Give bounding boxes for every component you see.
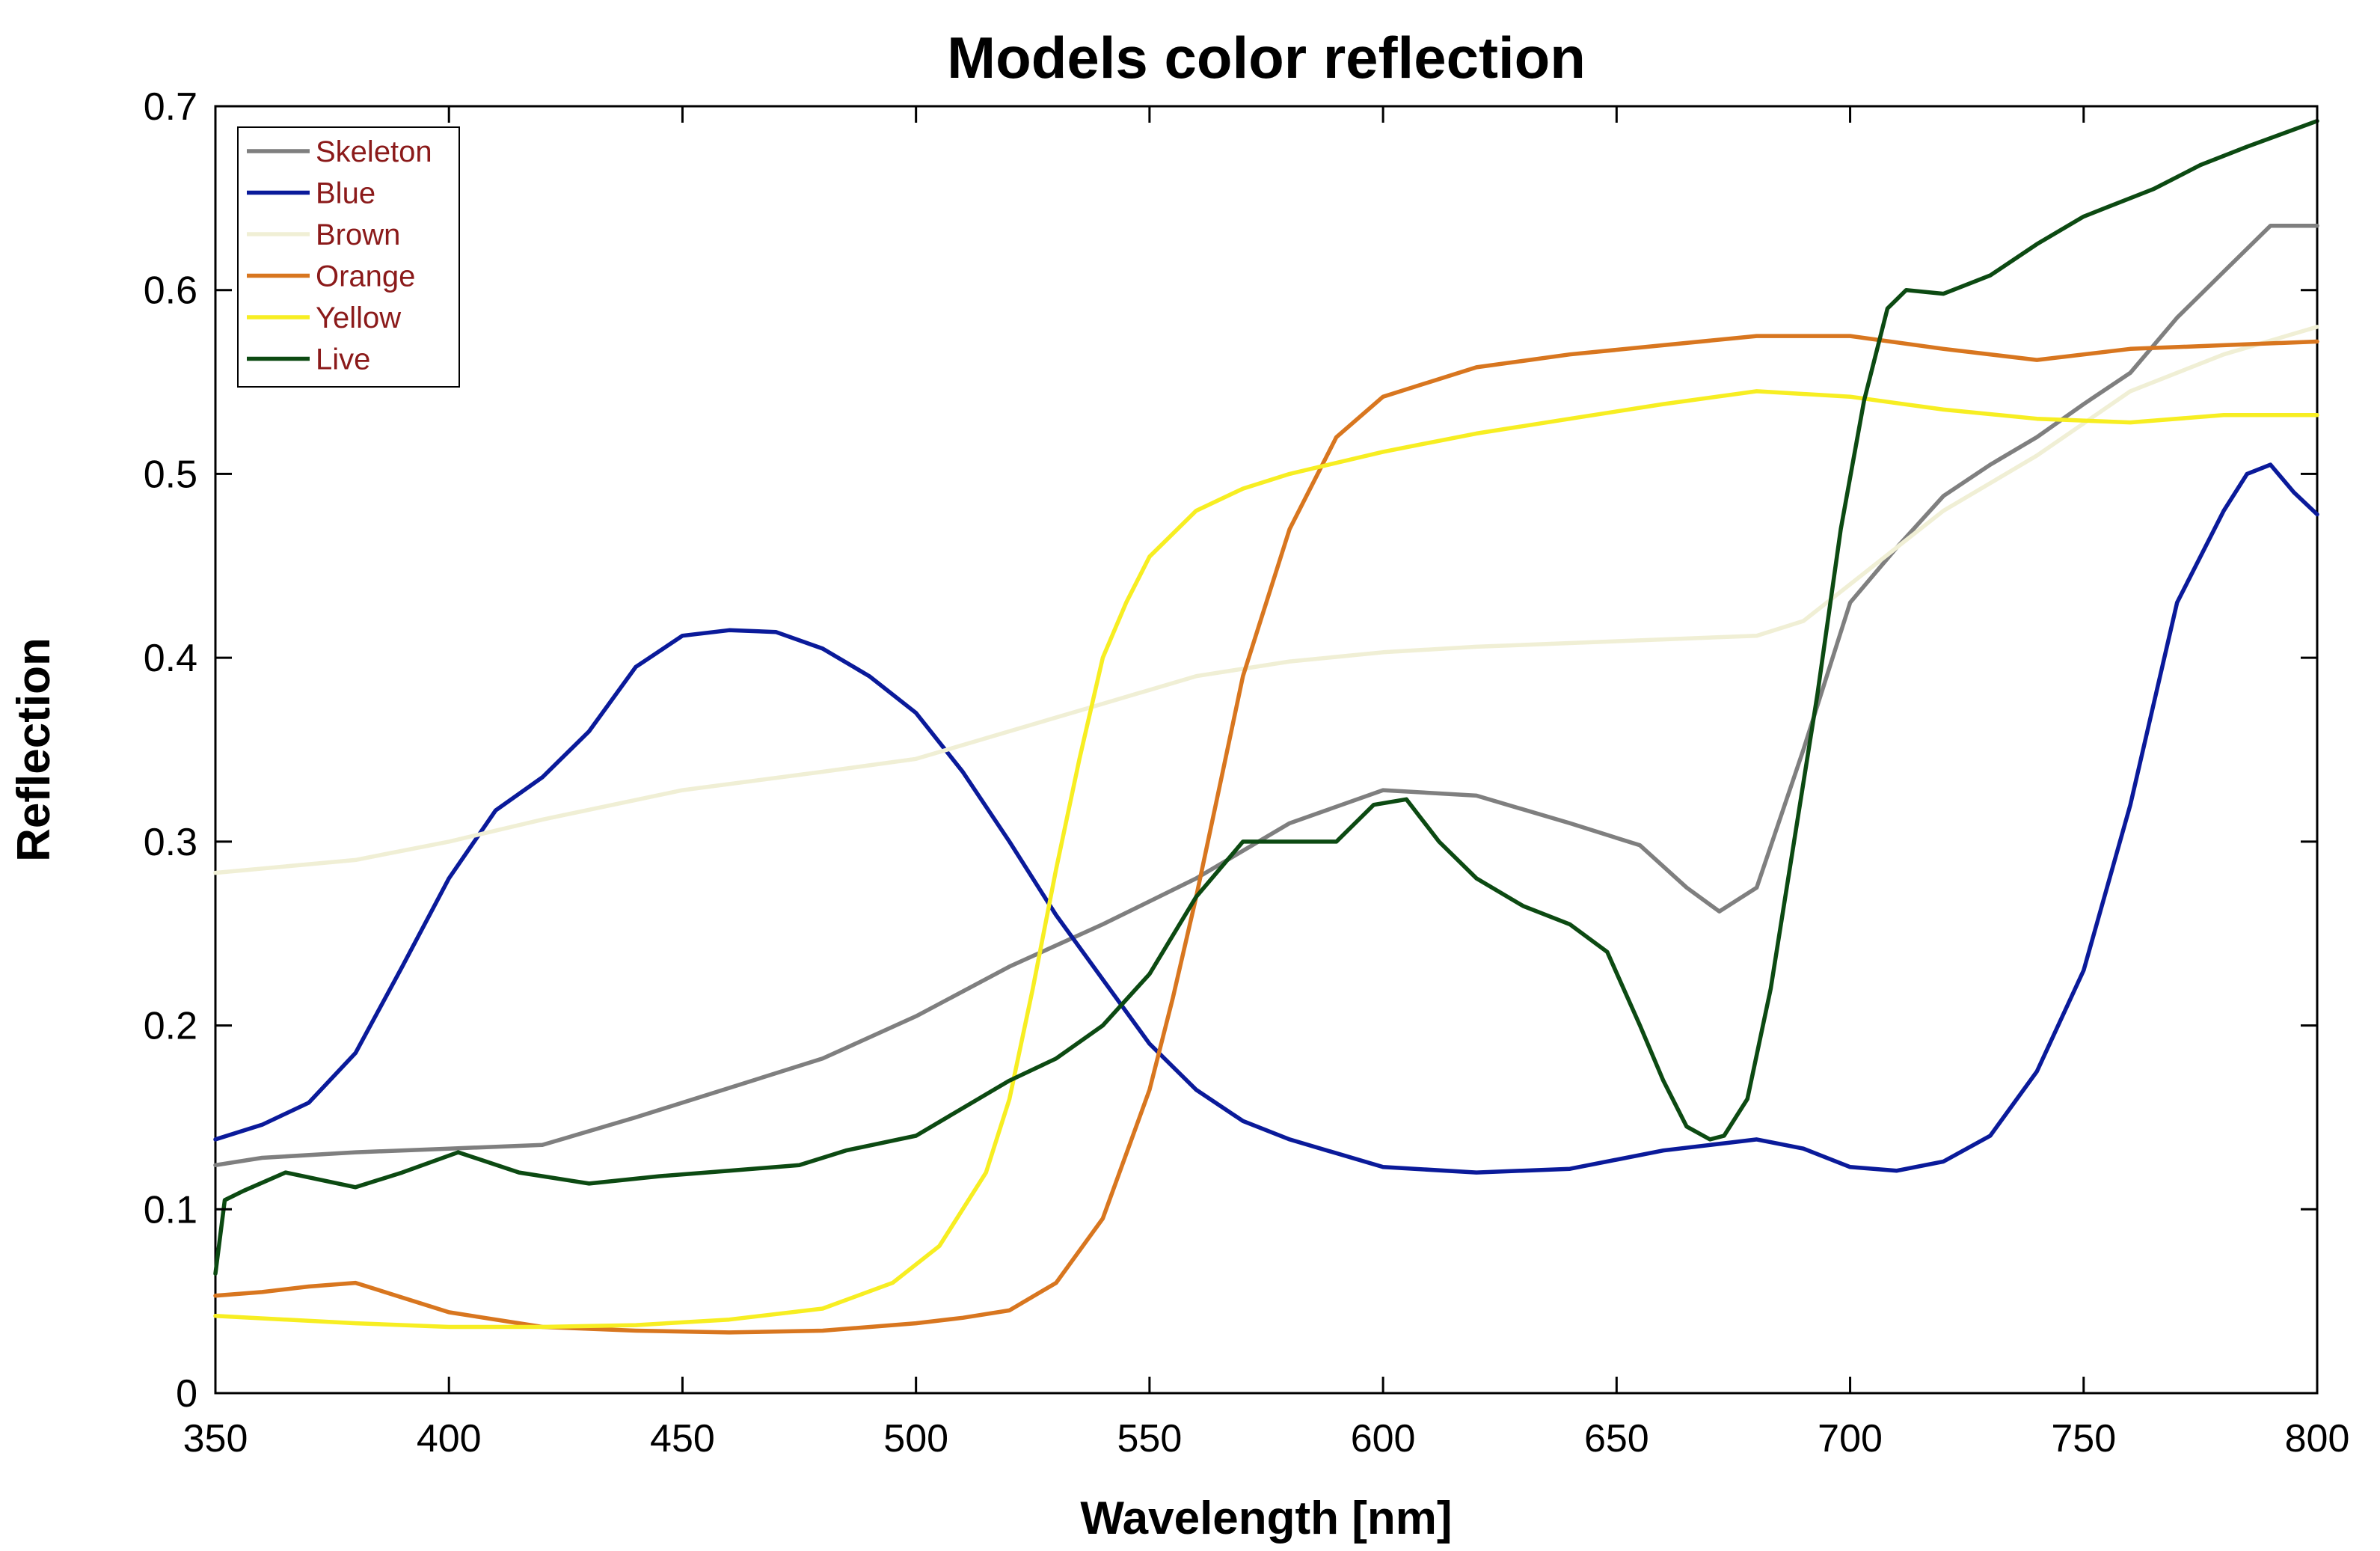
- x-tick-label: 800: [2285, 1417, 2350, 1460]
- x-tick-labels: 350 400 450 500 550 600 650 700 750 800: [183, 1417, 2350, 1460]
- y-tick-label: 0.5: [144, 453, 197, 496]
- legend-label-yellow: Yellow: [316, 302, 401, 334]
- series-lines: [213, 118, 2319, 1335]
- series-line-yellow: [213, 389, 2319, 1330]
- y-tick-label: 0.6: [144, 269, 197, 313]
- y-tick-label: 0.7: [144, 85, 197, 129]
- chart-title: Models color reflection: [947, 25, 1586, 91]
- series-line-brown: [213, 325, 2319, 875]
- y-axis-title: Reflection: [8, 637, 60, 862]
- x-tick-label: 450: [650, 1417, 715, 1460]
- x-tick-label: 400: [417, 1417, 482, 1460]
- series-line-skeleton: [213, 223, 2319, 1168]
- legend: Skeleton Blue Brown Orange Yellow Live: [237, 126, 460, 388]
- series-line-orange: [213, 334, 2319, 1335]
- x-tick-label: 750: [2051, 1417, 2116, 1460]
- legend-label-orange: Orange: [316, 260, 415, 293]
- legend-label-blue: Blue: [316, 177, 375, 210]
- x-tick-label: 500: [883, 1417, 948, 1460]
- y-tick-labels: 0 0.1 0.2 0.3 0.4 0.5 0.6 0.7: [144, 85, 197, 1416]
- x-axis-title: Wavelength [nm]: [1080, 1493, 1452, 1544]
- legend-box: [237, 126, 460, 388]
- plot-area-border: [214, 105, 2319, 1395]
- series-line-blue: [213, 462, 2319, 1175]
- x-tick-label: 550: [1117, 1417, 1183, 1460]
- x-tick-label: 650: [1584, 1417, 1649, 1460]
- legend-label-live: Live: [316, 343, 370, 376]
- axis-ticks: [214, 105, 2319, 1395]
- x-tick-label: 350: [183, 1417, 248, 1460]
- y-tick-label: 0.4: [144, 637, 197, 680]
- series-line-live: [213, 118, 2319, 1276]
- y-tick-label: 0: [176, 1372, 197, 1416]
- y-tick-label: 0.1: [144, 1188, 197, 1232]
- legend-label-skeleton: Skeleton: [316, 135, 432, 168]
- x-tick-label: 700: [1818, 1417, 1883, 1460]
- y-tick-label: 0.2: [144, 1005, 197, 1048]
- plot-frame: [214, 105, 2319, 1395]
- y-tick-label: 0.3: [144, 821, 197, 864]
- legend-label-brown: Brown: [316, 218, 400, 251]
- x-tick-label: 600: [1351, 1417, 1416, 1460]
